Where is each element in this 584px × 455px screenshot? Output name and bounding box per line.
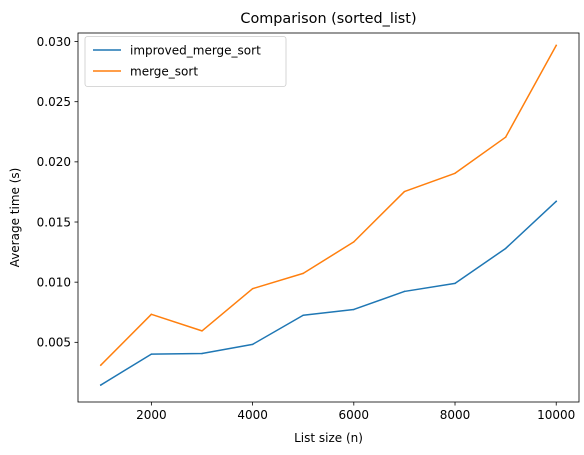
y-axis-label: Average time (s) xyxy=(8,168,22,268)
x-tick-label: 2000 xyxy=(136,408,167,422)
data-point-improved-merge-sort-0 xyxy=(100,384,102,386)
y-tick-label: 0.010 xyxy=(37,275,71,289)
series-layer xyxy=(99,44,558,387)
data-point-improved-merge-sort-9 xyxy=(555,200,557,203)
x-tick-label: 8000 xyxy=(440,408,471,422)
legend-label-improved-merge-sort: improved_merge_sort xyxy=(130,43,261,57)
x-axis-label: List size (n) xyxy=(294,431,363,445)
data-point-improved-merge-sort-8 xyxy=(504,247,507,250)
y-tick-label: 0.025 xyxy=(37,95,71,109)
data-point-merge-sort-0 xyxy=(100,364,102,366)
data-point-improved-merge-sort-4 xyxy=(302,314,304,316)
x-axis-ticks: 2000 4000 6000 8000 10000 xyxy=(136,402,575,422)
plot-frame xyxy=(77,32,580,403)
x-tick-label: 6000 xyxy=(339,408,370,422)
chart-title: Comparison (sorted_list) xyxy=(240,11,416,27)
series-line-improved-merge-sort xyxy=(99,200,558,387)
data-point-improved-merge-sort-1 xyxy=(150,353,153,355)
data-point-merge-sort-6 xyxy=(403,190,406,193)
data-point-merge-sort-5 xyxy=(353,241,355,243)
data-point-improved-merge-sort-7 xyxy=(454,282,456,285)
data-point-merge-sort-3 xyxy=(251,287,254,290)
data-point-merge-sort-9 xyxy=(555,44,557,47)
series-line-merge-sort xyxy=(99,44,558,367)
y-axis-ticks: 0.005 0.010 0.015 0.020 0.025 0.030 xyxy=(37,35,78,350)
data-point-improved-merge-sort-3 xyxy=(251,343,254,346)
data-point-merge-sort-7 xyxy=(454,172,456,175)
legend: improved_merge_sort merge_sort xyxy=(84,36,287,87)
data-point-improved-merge-sort-5 xyxy=(353,308,355,311)
data-point-merge-sort-4 xyxy=(302,272,304,275)
y-tick-label: 0.005 xyxy=(37,336,71,350)
data-point-merge-sort-8 xyxy=(504,136,507,138)
x-tick-label: 4000 xyxy=(237,408,268,422)
data-point-merge-sort-2 xyxy=(201,330,203,332)
y-tick-label: 0.030 xyxy=(37,35,71,49)
legend-label-merge-sort: merge_sort xyxy=(130,64,198,78)
data-point-improved-merge-sort-6 xyxy=(403,290,406,293)
data-point-merge-sort-1 xyxy=(150,313,153,316)
x-tick-label: 10000 xyxy=(537,408,575,422)
y-tick-label: 0.020 xyxy=(37,155,71,169)
data-point-improved-merge-sort-2 xyxy=(201,352,203,355)
y-tick-label: 0.015 xyxy=(37,215,71,229)
legend-frame xyxy=(84,36,287,87)
